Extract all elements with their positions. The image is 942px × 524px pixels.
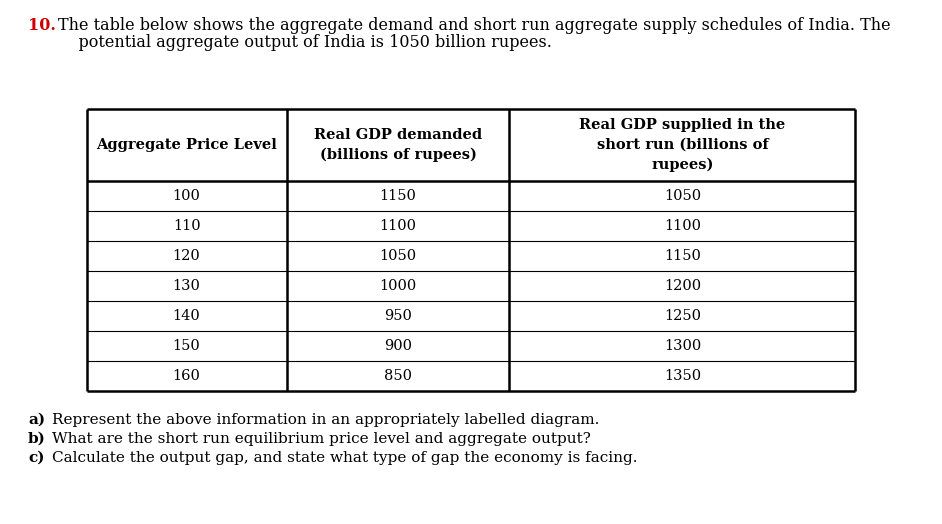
Text: The table below shows the aggregate demand and short run aggregate supply schedu: The table below shows the aggregate dema… [58, 17, 890, 34]
Text: 1200: 1200 [664, 279, 701, 293]
Text: 1300: 1300 [664, 339, 701, 353]
Text: Aggregate Price Level: Aggregate Price Level [96, 138, 277, 152]
Text: 1250: 1250 [664, 309, 701, 323]
Text: What are the short run equilibrium price level and aggregate output?: What are the short run equilibrium price… [52, 432, 591, 446]
Text: potential aggregate output of India is 1050 billion rupees.: potential aggregate output of India is 1… [58, 34, 552, 51]
Text: 110: 110 [172, 219, 201, 233]
Text: 130: 130 [172, 279, 201, 293]
Text: Represent the above information in an appropriately labelled diagram.: Represent the above information in an ap… [52, 413, 599, 427]
Text: Real GDP supplied in the
short run (billions of
rupees): Real GDP supplied in the short run (bill… [579, 118, 786, 172]
Text: 1350: 1350 [664, 369, 701, 383]
Text: 10.: 10. [28, 17, 56, 34]
Text: Calculate the output gap, and state what type of gap the economy is facing.: Calculate the output gap, and state what… [52, 451, 638, 465]
Text: 1100: 1100 [664, 219, 701, 233]
Text: 1100: 1100 [380, 219, 416, 233]
Text: 150: 150 [172, 339, 201, 353]
Text: 100: 100 [172, 189, 201, 203]
Text: 120: 120 [172, 249, 201, 263]
Text: 1050: 1050 [664, 189, 701, 203]
Text: c): c) [28, 451, 44, 465]
Text: 900: 900 [384, 339, 412, 353]
Text: 1050: 1050 [380, 249, 416, 263]
Text: Real GDP demanded
(billions of rupees): Real GDP demanded (billions of rupees) [314, 128, 482, 162]
Text: 160: 160 [172, 369, 201, 383]
Text: b): b) [28, 432, 46, 446]
Text: 1000: 1000 [380, 279, 416, 293]
Text: 850: 850 [384, 369, 412, 383]
Text: 1150: 1150 [380, 189, 416, 203]
Text: a): a) [28, 413, 45, 427]
Text: 950: 950 [384, 309, 412, 323]
Text: 140: 140 [172, 309, 201, 323]
Text: 1150: 1150 [664, 249, 701, 263]
